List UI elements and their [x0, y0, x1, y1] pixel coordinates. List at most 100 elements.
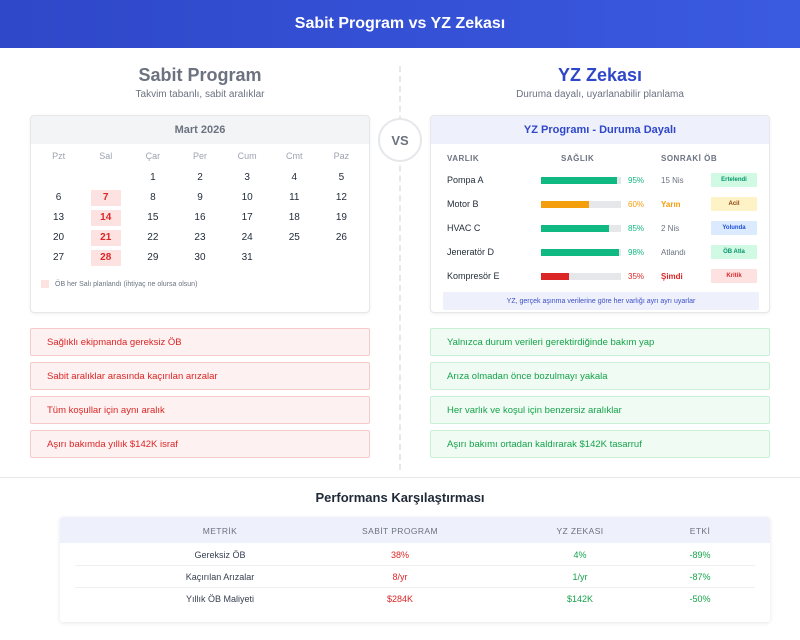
calendar-day: 30: [176, 248, 223, 268]
left-point: Aşırı bakımda yıllık $142K israf: [30, 430, 370, 458]
health-bar: [541, 176, 621, 184]
calendar-month: Mart 2026: [31, 116, 369, 144]
health-bar: [541, 248, 621, 256]
table-cell: Gereksiz ÖB: [194, 550, 246, 560]
next-maintenance: 15 Nis: [661, 175, 684, 185]
calendar-day: 29: [129, 248, 176, 268]
health-bar-fill: [541, 200, 589, 208]
day-number: 8: [150, 192, 156, 203]
calendar-day: 27: [35, 248, 82, 268]
calendar-day: 26: [318, 228, 365, 248]
calendar-day: 6: [35, 188, 82, 208]
calendar-day: 16: [176, 208, 223, 228]
table-cell: 1/yr: [572, 572, 588, 582]
calendar-day: 28: [82, 248, 129, 268]
col-metric: METRİK: [202, 526, 238, 536]
day-number: [44, 170, 74, 186]
table-row: Yıllık ÖB Maliyeti $284K $142K -50%: [75, 588, 755, 610]
calendar-day: 2: [176, 168, 223, 188]
table-cell: -50%: [689, 594, 711, 604]
calendar-day: 5: [318, 168, 365, 188]
left-point: Sabit aralıklar arasında kaçırılan arıza…: [30, 362, 370, 390]
day-number: 31: [241, 252, 253, 263]
table-header: METRİK SABİT PROGRAM YZ ZEKASI ETKİ: [60, 517, 770, 543]
day-number: 2: [197, 172, 203, 183]
right-point: Her varlık ve koşul için benzersiz aralı…: [430, 396, 770, 424]
day-number: 19: [335, 212, 347, 223]
health-bar-fill: [541, 272, 569, 280]
calendar-day: 11: [271, 188, 318, 208]
health-percent: 95%: [628, 175, 645, 185]
header-asset: VARLIK: [447, 154, 480, 163]
right-title: YZ Zekası: [557, 65, 643, 85]
day-number: 5: [338, 172, 345, 183]
calendar-day: 21: [82, 228, 129, 248]
day-number: 6: [55, 192, 62, 203]
day-number: 7: [90, 190, 121, 206]
calendar-day: 31: [224, 248, 271, 268]
asset-name: Jeneratör D: [447, 247, 495, 257]
calendar-day: 3: [224, 168, 271, 188]
health-bar: [541, 200, 621, 208]
day-number: 18: [288, 212, 300, 223]
asset-row: Kompresör E 35% Şimdi Kritik: [431, 268, 769, 284]
ai-schedule-card: YZ Programı - Duruma Dayalı VARLIK SAĞLI…: [430, 115, 770, 313]
col-impact: ETKİ: [689, 526, 711, 536]
health-bar-fill: [541, 176, 617, 184]
day-number: 21: [90, 230, 121, 246]
health-percent: 85%: [628, 223, 645, 233]
right-subtitle: Duruma dayalı, uyarlanabilir planlama: [516, 89, 684, 100]
left-point: Tüm koşullar için aynı aralık: [30, 396, 370, 424]
calendar-day: [271, 248, 318, 268]
right-point: Yalnızca durum verileri gerektirdiğinde …: [430, 328, 770, 356]
asset-row: HVAC C 85% 2 Nis Yolunda: [431, 220, 769, 236]
calendar-day: 13: [35, 208, 82, 228]
day-number: 15: [147, 212, 159, 223]
legend-swatch: [41, 280, 49, 288]
right-point: Aşırı bakımı ortadan kaldırarak $142K ta…: [430, 430, 770, 458]
table-cell: -87%: [689, 572, 711, 582]
asset-name: Motor B: [447, 199, 479, 209]
calendar-day: 9: [176, 188, 223, 208]
calendar-day: [35, 168, 82, 188]
calendar-day: 22: [129, 228, 176, 248]
calendar-legend: ÖB her Salı planlandı (ihtiyaç ne olursa…: [41, 280, 197, 288]
calendar-day: 19: [318, 208, 365, 228]
calendar-card: Mart 2026 Pzt Sal Çar Per Cum Cmt Paz 1 2 3 4 5 6 7 8 9…: [30, 115, 370, 313]
day-number: 20: [53, 232, 65, 243]
status-badge: Acil: [711, 197, 757, 211]
asset-row: Motor B 60% Yarın Acil: [431, 196, 769, 212]
left-subtitle: Takvim tabanlı, sabit aralıklar: [135, 89, 265, 100]
performance-table: METRİK SABİT PROGRAM YZ ZEKASI ETKİ Gere…: [60, 517, 770, 622]
day-number: 25: [288, 232, 300, 243]
asset-row: Jeneratör D 98% Atlandı ÖB Atla: [431, 244, 769, 260]
calendar-day: 4: [271, 168, 318, 188]
next-maintenance: Yarın: [661, 199, 681, 209]
day-number: 17: [241, 212, 253, 223]
calendar-day: 24: [224, 228, 271, 248]
calendar-day: 18: [271, 208, 318, 228]
asset-name: Kompresör E: [447, 271, 500, 281]
day-number: [91, 170, 121, 186]
day-number: [326, 250, 356, 266]
day-number: 28: [90, 250, 121, 266]
day-of-week: Per: [192, 151, 207, 161]
day-number: 10: [241, 192, 253, 203]
calendar-grid: Pzt Sal Çar Per Cum Cmt Paz 1 2 3 4 5 6 7 8 9 10 11 12 13 14…: [31, 144, 369, 268]
right-point: Arıza olmadan önce bozulmayı yakala: [430, 362, 770, 390]
health-percent: 60%: [628, 199, 645, 209]
left-title: Sabit Program: [138, 65, 262, 85]
performance-title: Performans Karşılaştırması: [315, 490, 485, 505]
day-number: 14: [90, 210, 121, 226]
health-bar: [541, 272, 621, 280]
day-number: 16: [194, 212, 206, 223]
col-fixed: SABİT PROGRAM: [362, 526, 438, 536]
calendar-day: 20: [35, 228, 82, 248]
table-cell: 4%: [573, 550, 587, 560]
health-bar-fill: [541, 248, 620, 256]
day-of-week: Paz: [333, 151, 350, 161]
health-bar-fill: [541, 224, 609, 232]
day-number: 30: [194, 252, 206, 263]
day-number: 11: [289, 192, 300, 203]
calendar-day: 1: [129, 168, 176, 188]
